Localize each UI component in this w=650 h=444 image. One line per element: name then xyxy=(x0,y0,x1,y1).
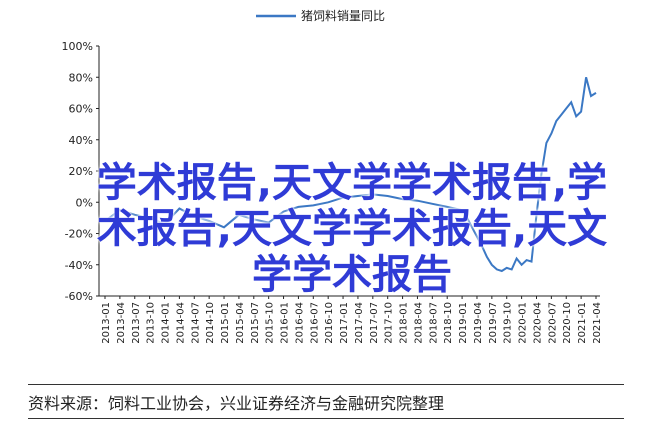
source-text: 资料来源：饲料工业协会，兴业证券经济与金融研究院整理 xyxy=(28,394,445,413)
y-axis-ticks: 100% 80% 60% 40% 20% 0% -20% -40% -60% xyxy=(62,40,99,303)
y-tick-label: 40% xyxy=(69,134,93,147)
y-tick-label: 20% xyxy=(69,165,93,178)
x-tick-label: 2015-07 xyxy=(250,302,261,344)
y-tick-label: 60% xyxy=(69,103,93,116)
x-tick-label: 2019-01 xyxy=(458,302,469,344)
y-tick-label: -60% xyxy=(65,290,93,303)
x-tick-label: 2016-01 xyxy=(280,302,291,344)
legend-label: 猪饲料销量同比 xyxy=(301,9,385,23)
y-tick-label: 100% xyxy=(62,40,93,53)
series-line xyxy=(104,77,597,273)
x-tick-label: 2018-10 xyxy=(443,302,454,344)
x-tick-label: 2013-04 xyxy=(116,302,127,344)
x-tick-label: 2017-07 xyxy=(369,302,380,344)
legend: 猪饲料销量同比 xyxy=(256,9,385,23)
x-tick-label: 2013-01 xyxy=(101,302,112,344)
x-tick-label: 2021-04 xyxy=(592,302,603,344)
y-tick-label: -40% xyxy=(65,259,93,272)
x-tick-label: 2017-10 xyxy=(384,302,395,344)
x-tick-label: 2019-07 xyxy=(488,302,499,344)
x-tick-label: 2018-07 xyxy=(428,302,439,344)
x-tick-label: 2018-01 xyxy=(399,302,410,344)
source-bottom-rule xyxy=(28,418,624,419)
x-axis-ticks: 2013-01 2013-04 2013-07 2013-10 2014-01 2014-… xyxy=(101,296,603,344)
source-top-rule xyxy=(28,384,624,385)
x-tick-label: 2020-01 xyxy=(518,302,529,344)
x-tick-label: 2016-04 xyxy=(294,302,305,344)
x-tick-label: 2019-10 xyxy=(503,302,514,344)
y-tick-label: -20% xyxy=(65,228,93,241)
x-tick-label: 2015-10 xyxy=(265,302,276,344)
x-tick-label: 2014-07 xyxy=(190,302,201,344)
x-tick-label: 2015-04 xyxy=(235,302,246,344)
x-tick-label: 2021-01 xyxy=(577,302,588,344)
y-tick-label: 0% xyxy=(76,196,93,209)
x-tick-label: 2014-01 xyxy=(161,302,172,344)
x-tick-label: 2014-04 xyxy=(175,302,186,344)
y-tick-label: 80% xyxy=(69,71,93,84)
x-tick-label: 2016-07 xyxy=(309,302,320,344)
x-tick-label: 2020-07 xyxy=(547,302,558,344)
x-tick-label: 2018-04 xyxy=(413,302,424,344)
x-tick-label: 2017-01 xyxy=(339,302,350,344)
x-tick-label: 2013-07 xyxy=(131,302,142,344)
x-tick-label: 2015-01 xyxy=(220,302,231,344)
x-tick-label: 2016-10 xyxy=(324,302,335,344)
x-tick-label: 2014-10 xyxy=(205,302,216,344)
x-tick-label: 2019-04 xyxy=(473,302,484,344)
x-tick-label: 2017-04 xyxy=(354,302,365,344)
x-tick-label: 2020-04 xyxy=(532,302,543,344)
x-tick-label: 2013-10 xyxy=(146,302,157,344)
x-tick-label: 2020-10 xyxy=(562,302,573,344)
